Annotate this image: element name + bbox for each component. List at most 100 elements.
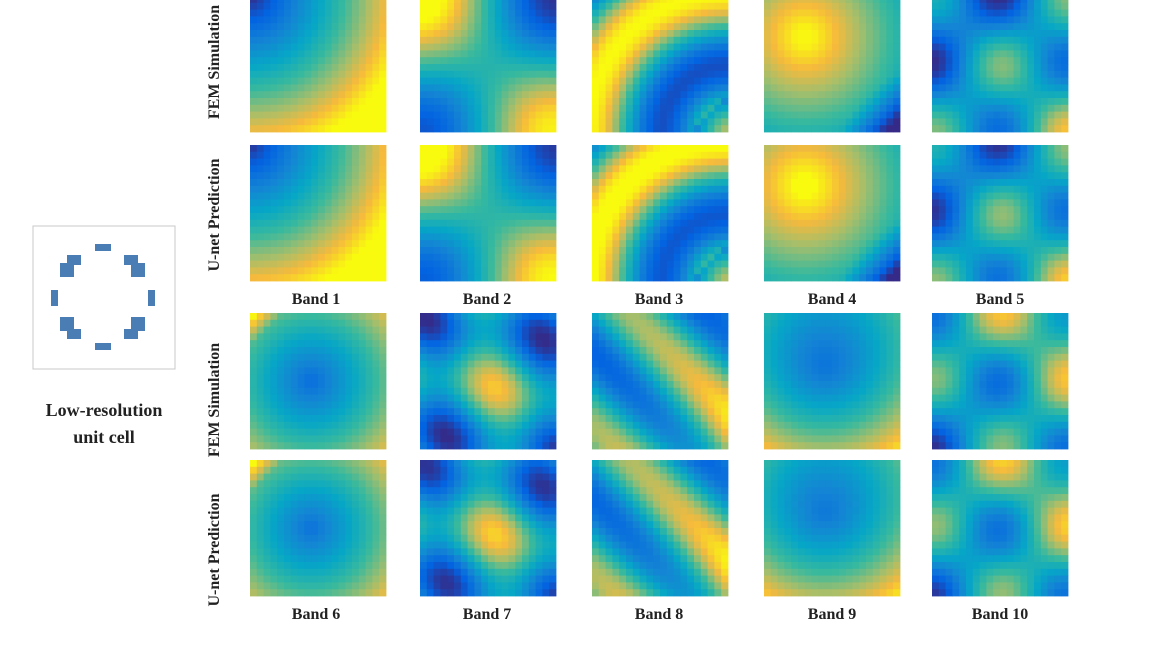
heatmap-cell [619, 260, 627, 268]
heatmap-cell [324, 421, 332, 429]
heatmap-cell [454, 442, 462, 450]
heatmap-cell [1000, 57, 1008, 65]
heatmap-cell [893, 240, 901, 248]
heatmap-cell [1040, 64, 1048, 72]
heatmap-cell [798, 9, 806, 17]
heatmap-cell [338, 172, 346, 180]
heatmap-cell [966, 267, 974, 275]
heatmap-cell [777, 91, 785, 99]
heatmap-cell [1000, 98, 1008, 106]
heatmap-cell [331, 333, 339, 341]
heatmap-cell [372, 36, 380, 44]
heatmap-cell [986, 30, 994, 38]
heatmap-cell [338, 313, 346, 321]
heatmap-cell [426, 16, 434, 24]
heatmap-cell [852, 36, 860, 44]
heatmap-cell [673, 104, 681, 112]
heatmap-cell [331, 401, 339, 409]
heatmap-cell [433, 415, 441, 423]
heatmap-cell [666, 50, 674, 58]
heatmap-cell [481, 226, 489, 234]
heatmap-cell [592, 260, 600, 268]
heatmap-cell [440, 145, 448, 153]
heatmap-cell [632, 84, 640, 92]
heatmap-cell [311, 9, 319, 17]
heatmap-cell [379, 240, 387, 248]
heatmap-cell [304, 274, 312, 282]
heatmap-cell [331, 172, 339, 180]
heatmap-cell [454, 64, 462, 72]
heatmap-cell [358, 347, 366, 355]
heatmap-cell [1006, 2, 1014, 10]
heatmap-cell [707, 206, 715, 214]
heatmap-cell [639, 347, 647, 355]
heatmap-cell [311, 125, 319, 133]
heatmap-cell [256, 0, 264, 4]
heatmap-cell [818, 57, 826, 65]
heatmap-cell [311, 313, 319, 321]
heatmap-cell [700, 30, 708, 38]
heatmap-cell [798, 185, 806, 193]
heatmap-cell [358, 408, 366, 416]
heatmap-cell [549, 233, 557, 241]
heatmap-cell [284, 394, 292, 402]
heatmap-cell [467, 91, 475, 99]
heatmap-cell [952, 9, 960, 17]
heatmap-cell [1054, 145, 1062, 153]
heatmap-cell [467, 192, 475, 200]
heatmap-cell [1020, 104, 1028, 112]
heatmap-cell [263, 274, 271, 282]
heatmap-cell [290, 30, 298, 38]
heatmap-cell [972, 0, 980, 4]
heatmap-cell [508, 185, 516, 193]
heatmap-cell [993, 111, 1001, 119]
heatmap-cell [542, 219, 550, 227]
heatmap-cell [619, 206, 627, 214]
heatmap-cell [522, 274, 530, 282]
heatmap-cell [277, 165, 285, 173]
heatmap-cell [811, 50, 819, 58]
heatmap-cell [379, 199, 387, 207]
heatmap-cell [263, 374, 271, 382]
heatmap-cell [433, 172, 441, 180]
heatmap-cell [433, 84, 441, 92]
heatmap-cell [433, 326, 441, 334]
heatmap-cell [352, 104, 360, 112]
heatmap-cell [528, 206, 536, 214]
heatmap-cell [250, 50, 258, 58]
heatmap-cell [838, 50, 846, 58]
heatmap-cell [365, 428, 373, 436]
heatmap-cell [811, 0, 819, 4]
heatmap-cell [832, 64, 840, 72]
heatmap-cell [290, 428, 298, 436]
heatmap-cell [494, 151, 502, 159]
heatmap-cell [311, 0, 319, 4]
heatmap-cell [791, 125, 799, 133]
heatmap-cell [304, 104, 312, 112]
heatmap-cell [714, 111, 722, 119]
heatmap-cell [1013, 151, 1021, 159]
heatmap-cell [467, 151, 475, 159]
heatmap-cell [420, 125, 428, 133]
heatmap-cell [972, 145, 980, 153]
heatmap-cell [1054, 185, 1062, 193]
heatmap-cell [311, 165, 319, 173]
heatmap-cell [687, 145, 695, 153]
heatmap-cell [460, 0, 468, 4]
heatmap-cell [598, 0, 606, 4]
heatmap-cell [311, 374, 319, 382]
heatmap-cell [256, 57, 264, 65]
heatmap-cell [420, 104, 428, 112]
heatmap-cell [358, 98, 366, 106]
heatmap-cell [938, 57, 946, 65]
heatmap-cell [872, 2, 880, 10]
heatmap-cell [972, 172, 980, 180]
heatmap-cell [338, 408, 346, 416]
heatmap-cell [764, 165, 772, 173]
heatmap-cell [365, 401, 373, 409]
heatmap-cell [694, 185, 702, 193]
heatmap-cell [535, 9, 543, 17]
heatmap-cell [311, 347, 319, 355]
heatmap-cell [433, 381, 441, 389]
heatmap-cell [447, 165, 455, 173]
